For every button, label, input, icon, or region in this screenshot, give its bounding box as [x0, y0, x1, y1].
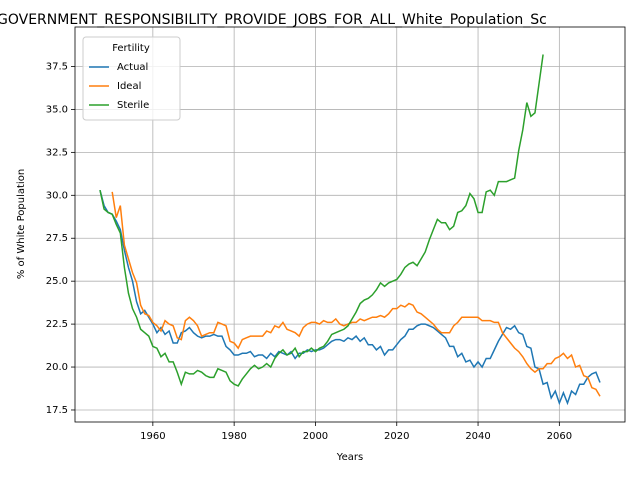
y-tick-label: 22.5: [46, 319, 68, 330]
legend-label: Ideal: [117, 81, 141, 92]
y-tick-label: 30.0: [46, 190, 68, 201]
y-tick-label: 25.0: [46, 276, 68, 287]
legend-box: [82, 36, 181, 121]
y-tick-label: 35.0: [46, 104, 68, 115]
chart-title: GOVERNMENT_RESPONSIBILITY_PROVIDE_JOBS_F…: [0, 12, 547, 28]
x-axis-label: Years: [336, 452, 363, 463]
x-tick-label: 1960: [140, 431, 165, 442]
x-tick-label: 1980: [221, 431, 246, 442]
x-tick-label: 2040: [465, 431, 490, 442]
legend-title: Fertility: [112, 43, 150, 54]
series-line: [111, 191, 601, 397]
legend-label: Actual: [117, 62, 148, 73]
y-tick-label: 37.5: [46, 62, 68, 73]
plot-frame: [74, 26, 626, 423]
x-tick-label: 2000: [303, 431, 328, 442]
y-tick-label: 27.5: [46, 233, 68, 244]
series-line: [99, 189, 601, 406]
legend-label: Sterile: [117, 100, 149, 111]
x-tick-label: 2020: [384, 431, 409, 442]
x-tick-label: 2060: [547, 431, 572, 442]
y-tick-label: 20.0: [46, 362, 68, 373]
series-line: [99, 54, 544, 387]
y-axis-label: % of White Population: [16, 169, 27, 279]
y-tick-label: 17.5: [46, 405, 68, 416]
y-tick-label: 32.5: [46, 147, 68, 158]
